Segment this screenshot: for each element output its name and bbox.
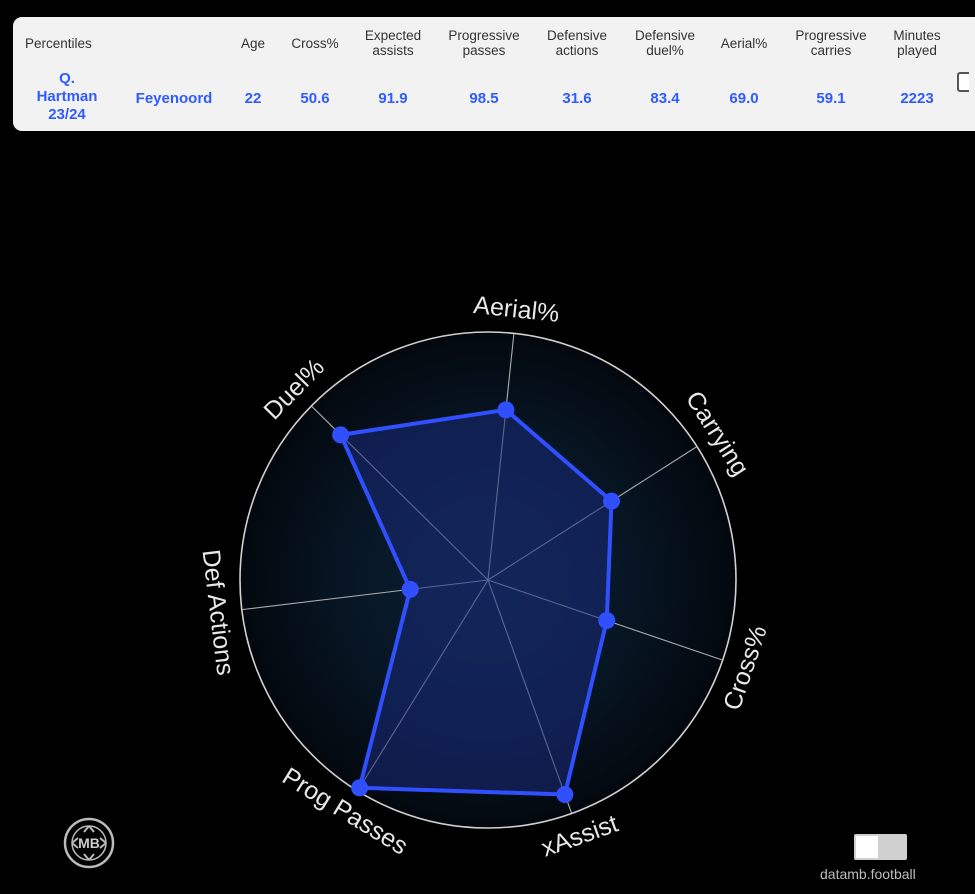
- header-age: Age: [240, 36, 266, 51]
- header-cross: Cross%: [291, 36, 339, 51]
- data-point-0: [497, 401, 515, 419]
- header-defensive-actions: Defensive actions: [533, 28, 621, 58]
- header-minutes-played-l1: Minutes: [893, 28, 941, 43]
- value-cross: 50.6: [300, 90, 330, 107]
- axis-label-5: Def Actions: [197, 548, 240, 677]
- header-defensive-duel: Defensive duel%: [621, 28, 709, 58]
- axis-label-0: Aerial%: [472, 291, 561, 328]
- data-point-1: [603, 492, 621, 510]
- value-age: 22: [244, 90, 262, 107]
- radar-outer-ring: [239, 331, 737, 829]
- team-name-link[interactable]: Feyenoord: [135, 90, 213, 107]
- player-name-l2: Hartman: [36, 88, 98, 105]
- header-progressive-carries-l1: Progressive: [795, 28, 867, 43]
- value-minutes-played: 2223: [900, 90, 934, 107]
- header-defensive-actions-l2: actions: [555, 43, 599, 58]
- header-progressive-passes: Progressive passes: [440, 28, 528, 58]
- radar-points: [332, 401, 621, 804]
- header-progressive-passes-l2: passes: [462, 43, 506, 58]
- header-progressive-carries: Progressive carries: [787, 28, 875, 58]
- theme-toggle[interactable]: [854, 834, 907, 860]
- player-name-l1: Q.: [59, 70, 75, 87]
- row-action-button[interactable]: [957, 72, 969, 92]
- player-season: 23/24: [48, 106, 86, 123]
- header-defensive-duel-l1: Defensive: [634, 28, 696, 43]
- header-aerial: Aerial%: [720, 36, 768, 51]
- header-defensive-duel-l2: duel%: [646, 43, 684, 58]
- radar-series: [338, 407, 614, 797]
- value-progressive-carries: 59.1: [816, 90, 846, 107]
- value-expected-assists: 91.9: [378, 90, 408, 107]
- value-defensive-actions: 31.6: [562, 90, 592, 107]
- header-expected-assists-l2: assists: [372, 43, 414, 58]
- player-name-link[interactable]: Q. Hartman 23/24: [27, 70, 107, 124]
- value-progressive-passes: 98.5: [469, 90, 499, 107]
- value-defensive-duel: 83.4: [650, 90, 680, 107]
- value-aerial: 69.0: [729, 90, 759, 107]
- site-credit: datamb.football: [820, 866, 916, 882]
- header-progressive-passes-l1: Progressive: [448, 28, 520, 43]
- header-minutes-played-l2: played: [897, 43, 937, 58]
- stats-table: Percentiles Age Cross% Expected assists …: [13, 17, 975, 131]
- data-point-2: [598, 612, 616, 630]
- logo-text: MB: [78, 835, 100, 851]
- header-expected-assists: Expected assists: [349, 28, 437, 58]
- header-defensive-actions-l1: Defensive: [546, 28, 608, 43]
- data-point-4: [351, 779, 369, 797]
- header-minutes-played: Minutes played: [873, 28, 961, 58]
- data-point-6: [332, 426, 350, 444]
- mb-logo-icon: MB: [63, 817, 115, 869]
- table-corner-label: Percentiles: [25, 36, 92, 51]
- header-progressive-carries-l2: carries: [810, 43, 852, 58]
- series-polygon: [338, 407, 614, 797]
- header-expected-assists-l1: Expected: [364, 28, 422, 43]
- data-point-3: [556, 786, 574, 804]
- data-point-5: [401, 580, 419, 598]
- toggle-knob: [856, 836, 878, 858]
